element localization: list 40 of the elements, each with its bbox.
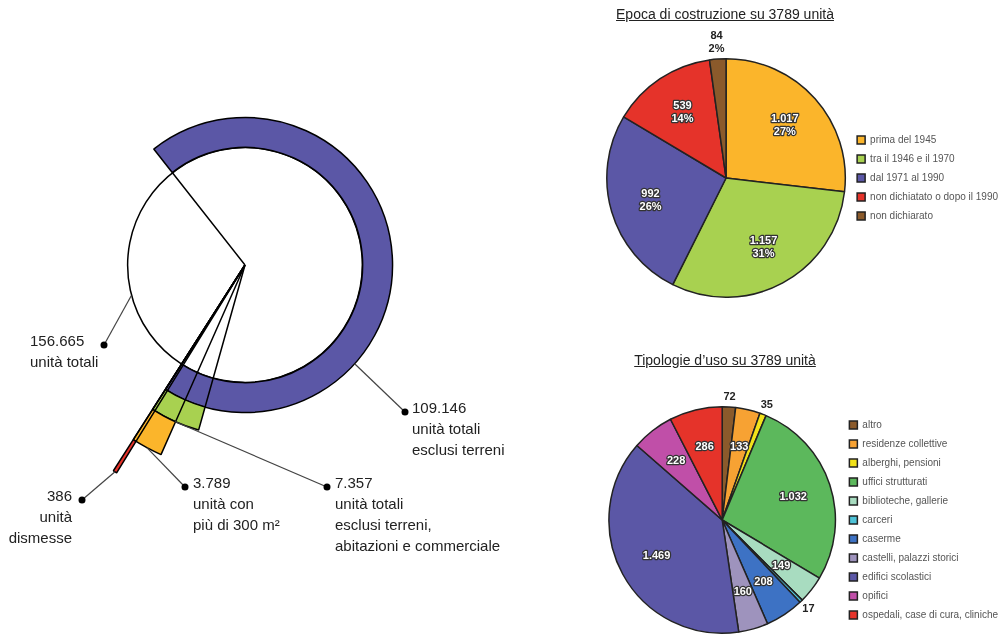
legend-label: carceri xyxy=(862,513,893,525)
legend-label: non dichiatato o dopo il 1990 xyxy=(870,190,999,202)
data-label: 109.146 xyxy=(412,399,467,417)
data-label: 1.469 xyxy=(642,548,671,561)
category-label: unità totali esclusi terreni xyxy=(412,420,505,459)
legend-label: prima del 1945 xyxy=(870,133,937,145)
data-label: 1.157 31% xyxy=(749,233,778,259)
data-label: 84 2% xyxy=(708,28,725,54)
data-label: 3.789 xyxy=(193,474,231,492)
legend-label: dal 1971 al 1990 xyxy=(870,171,945,183)
data-label: 156.665 xyxy=(30,332,85,350)
legend-label: caserme xyxy=(862,532,902,544)
legend-label: alberghi, pensioni xyxy=(862,456,941,468)
data-label: 17 xyxy=(802,601,815,614)
category-label: unità dismesse xyxy=(8,508,73,547)
data-label: 35 xyxy=(760,397,773,410)
legend-label: uffici strutturati xyxy=(862,475,928,487)
legend-label: castelli, palazzi storici xyxy=(862,551,959,563)
data-label: 539 14% xyxy=(671,98,694,124)
chart-title: Tipologie d’uso su 3789 unità xyxy=(633,352,817,368)
legend-label: edifici scolastici xyxy=(862,570,932,582)
category-label: unità totali esclusi terreni, abitazioni e commerciale xyxy=(335,495,501,555)
chart-title: Epoca di costruzione su 3789 unità xyxy=(615,6,835,22)
data-label: 1.017 27% xyxy=(771,112,799,138)
data-label: 1.032 xyxy=(779,489,807,502)
legend-label: ospedali, case di cura, cliniche xyxy=(862,608,999,620)
legend-label: altro xyxy=(862,418,883,430)
data-label: 992 26% xyxy=(639,186,662,212)
category-label: unità totali xyxy=(30,353,99,371)
legend-label: biblioteche, gallerie xyxy=(862,494,949,506)
legend-label: non dichiarato xyxy=(870,209,934,221)
category-label: unità con più di 300 m² xyxy=(193,495,280,534)
data-label: 7.357 xyxy=(335,474,373,492)
data-label: 72 xyxy=(723,389,736,402)
data-label: 386 xyxy=(46,487,72,505)
data-label: 228 xyxy=(666,454,686,467)
data-label: 286 xyxy=(695,440,714,453)
legend-label: opifici xyxy=(862,589,888,601)
legend-label: residenze collettive xyxy=(862,437,948,449)
legend-label: tra il 1946 e il 1970 xyxy=(870,152,956,164)
